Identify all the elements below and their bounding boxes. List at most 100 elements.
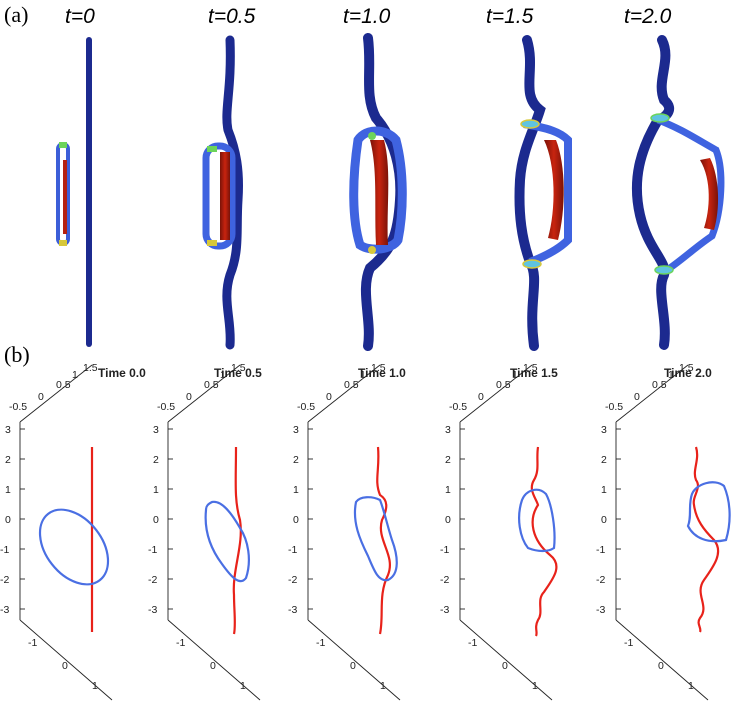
x-tick-label: 1.5: [231, 362, 246, 374]
panel-b-frame-4: Time 2.0 3 2 1 0 -1 -2 -3 -0.5 0: [596, 362, 731, 701]
z-axis-ticks: [20, 428, 25, 610]
panel-b-frame-2: Time 1.0 3 2 1 0 -1 -2 -3 -0.5 0: [288, 362, 406, 701]
z-axis-ticks: [168, 428, 173, 610]
panel-a-time-label: t=1.5: [486, 5, 534, 28]
ring-highlight-bottom: [368, 246, 376, 254]
y-tick-label: 0: [210, 660, 216, 672]
z-tick-label: 2: [445, 454, 451, 466]
panel-b-frame-3: Time 1.5 3 2 1 0 -1 -2 -3 -0.5 0: [440, 362, 558, 701]
vortex-ring-tube: [523, 120, 572, 266]
z-tick-label: -3: [148, 604, 157, 616]
y-tick-label: 1: [688, 680, 694, 692]
z-tick-label: 3: [445, 424, 451, 436]
x-tick-label: 0: [326, 391, 332, 403]
z-tick-label: 3: [153, 424, 159, 436]
ring-highlight-top: [59, 142, 67, 148]
axes-3d: 3 2 1 0 -1 -2 -3 -0.5 0 0.5 1 1.5 -1 0 1: [596, 362, 709, 701]
y-tick-label: -1: [316, 637, 325, 649]
y-tick-label: 1: [92, 680, 98, 692]
panel-a-frame-0: t=0: [56, 5, 95, 347]
z-tick-label: -1: [0, 544, 9, 556]
x-tick-label: 1.5: [371, 362, 386, 374]
x-tick-label: 0.5: [344, 379, 359, 391]
z-tick-label: -1: [596, 544, 605, 556]
x-tick-label: 1: [360, 369, 366, 381]
panel-b-frame-1: Time 0.5 3 2 1 0 -1 -2 -3 -0.5 0: [148, 362, 262, 701]
panel-a-frame-2: t=1.0: [343, 5, 407, 351]
vortex-ring-core-red: [63, 160, 67, 234]
z-tick-label: -2: [148, 574, 157, 586]
x-tick-label: 1.5: [523, 362, 538, 374]
ring-highlight-top: [207, 146, 217, 152]
z-tick-label: -1: [440, 544, 449, 556]
z-tick-label: -3: [440, 604, 449, 616]
vortex-ring-core-red: [700, 158, 719, 230]
y-tick-label: 1: [240, 680, 246, 692]
x-tick-label: 0.5: [496, 379, 511, 391]
z-tick-label: 3: [601, 424, 607, 436]
panel-b-time-label: Time 0.0: [98, 366, 146, 380]
reconnection-highlight: [522, 259, 542, 269]
vortex-ring-tube: [656, 116, 725, 275]
y-tick-label: 1: [380, 680, 386, 692]
z-tick-label: 3: [293, 424, 299, 436]
x-tick-label: 0: [186, 391, 192, 403]
vortex-ring-blue: [204, 500, 250, 583]
vortex-ring-blue: [518, 488, 556, 553]
y-tick-label: -1: [468, 637, 477, 649]
panel-a-time-label: t=0: [65, 5, 95, 28]
z-tick-label: 0: [293, 514, 299, 526]
z-tick-label: -3: [0, 604, 9, 616]
z-tick-label: -2: [0, 574, 9, 586]
axes-3d: 3 2 1 0 -1 -2 -3 -0.5 0 0.5 1 1.5 -1 0 1: [0, 362, 113, 701]
z-tick-label: 2: [601, 454, 607, 466]
vortex-line-red: [232, 446, 242, 635]
vortex-ring-core-red: [220, 152, 230, 240]
y-tick-label: -1: [176, 637, 185, 649]
panel-b-frame-0: Time 0.0 3 2 1 0 -1 -2 -3 -0.5 0: [0, 362, 146, 701]
vortex-ring-blue: [353, 496, 398, 582]
y-tick-label: 0: [658, 660, 664, 672]
z-tick-label: -3: [288, 604, 297, 616]
vortex-tube-perturbed: [222, 35, 243, 350]
vortex-line-red: [692, 446, 720, 633]
x-tick-label: 0: [38, 391, 44, 403]
vortex-ring-tube: [349, 126, 407, 254]
x-tick-label: 0: [478, 391, 484, 403]
z-tick-label: -1: [148, 544, 157, 556]
vortex-line-red: [376, 446, 391, 635]
reconnection-highlight: [654, 265, 674, 275]
y-tick-label: -1: [624, 637, 633, 649]
z-tick-label: -2: [440, 574, 449, 586]
axes-3d: 3 2 1 0 -1 -2 -3 -0.5 0 0.5 1 1.5 -1 0 1: [148, 362, 261, 701]
axes-3d: 3 2 1 0 -1 -2 -3 -0.5 0 0.5 1 1.5 -1 0 1: [440, 362, 553, 701]
vortex-ring-core-red: [544, 140, 564, 240]
panel-b-time-label: Time 1.0: [358, 366, 406, 380]
panel-a-label: (a): [4, 2, 28, 27]
z-axis-ticks: [460, 428, 465, 610]
z-tick-label: 0: [445, 514, 451, 526]
z-tick-label: 0: [5, 514, 11, 526]
x-tick-label: 1.5: [679, 362, 694, 374]
panel-a-frame-4: t=2.0: [624, 5, 725, 350]
z-tick-label: 1: [445, 484, 451, 496]
z-axis-ticks: [616, 428, 621, 610]
y-tick-label: 0: [62, 660, 68, 672]
reconnection-highlight: [650, 113, 670, 123]
z-tick-label: 1: [5, 484, 11, 496]
panel-a-frame-1: t=0.5: [202, 5, 256, 350]
x-tick-label: 1: [72, 369, 78, 381]
panel-a-time-label: t=0.5: [208, 5, 256, 28]
x-tick-label: -0.5: [297, 401, 315, 413]
z-tick-label: -2: [288, 574, 297, 586]
x-tick-label: 1: [220, 369, 226, 381]
z-tick-label: 2: [293, 454, 299, 466]
reconnection-highlight: [520, 119, 540, 129]
z-tick-label: 0: [153, 514, 159, 526]
vortex-tube-perturbed: [514, 35, 546, 351]
vortex-ring-tube: [202, 142, 236, 250]
z-tick-label: -2: [596, 574, 605, 586]
vortex-line-red: [530, 446, 558, 637]
panel-b-label: (b): [4, 342, 30, 367]
